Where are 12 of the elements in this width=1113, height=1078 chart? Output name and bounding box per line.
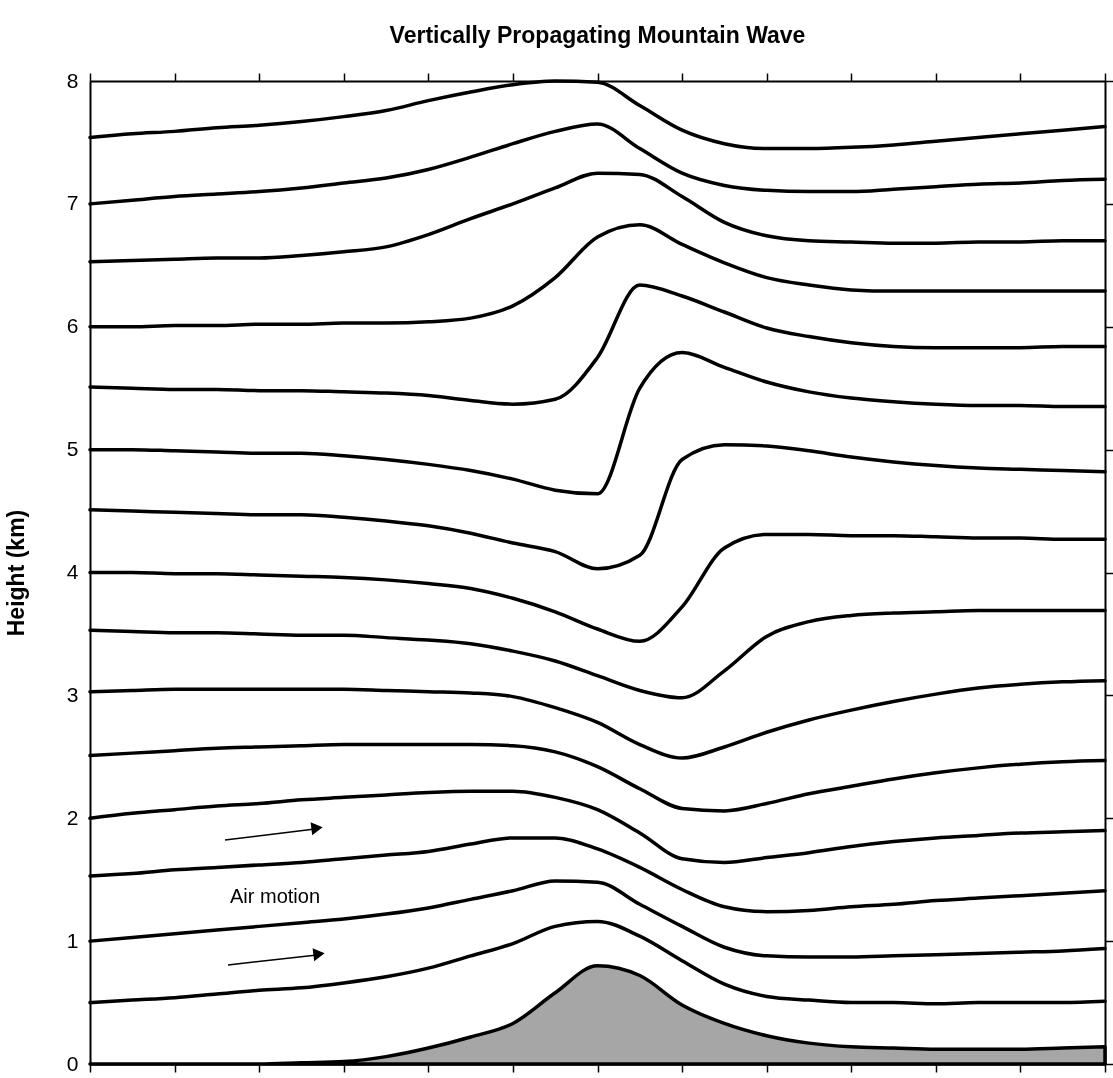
annotation: Air motion (229, 885, 321, 907)
y-tick-label: 4 (66, 560, 79, 583)
y-tick-label: 3 (66, 682, 79, 706)
chart-title: Vertically Propagating Mountain Wave (389, 22, 806, 48)
y-tick-label: 5 (66, 437, 79, 461)
y-tick-label: 2 (66, 805, 79, 829)
y-tick-label: 1 (66, 928, 79, 952)
y-tick-label: 6 (66, 314, 79, 338)
y-tick-label: 7 (66, 191, 79, 215)
y-axis-title: Height (km) (2, 509, 29, 637)
y-tick-label: 8 (66, 68, 79, 92)
y-tick-label: 0 (66, 1051, 79, 1075)
